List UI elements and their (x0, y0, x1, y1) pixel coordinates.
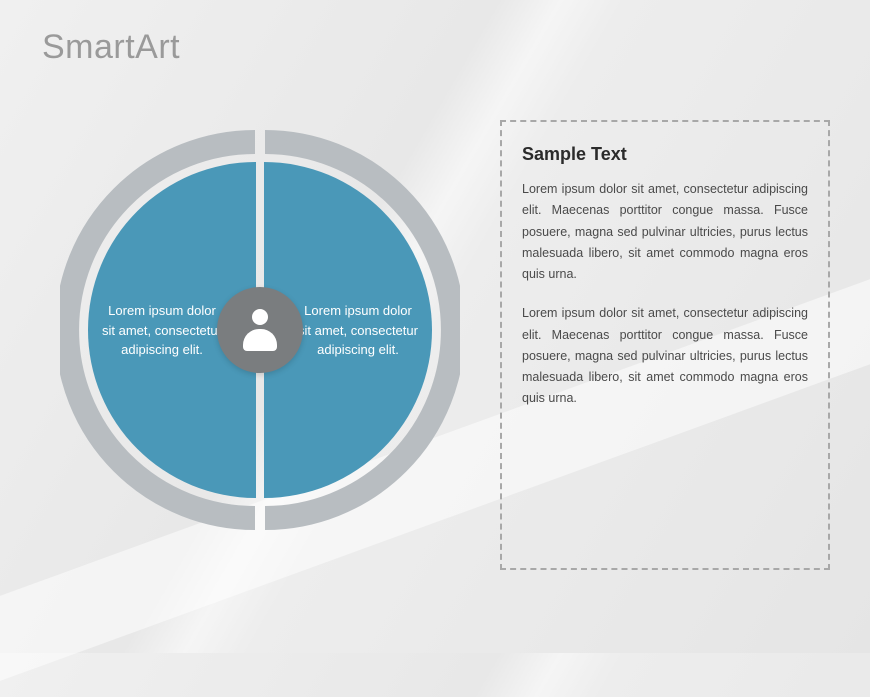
cycle-diagram: Lorem ipsum dolor sit amet, consectetur … (60, 130, 460, 530)
textbox-heading: Sample Text (522, 144, 808, 165)
center-circle (217, 287, 303, 373)
person-icon (241, 309, 279, 351)
page-title: SmartArt (42, 28, 180, 67)
sample-textbox: Sample Text Lorem ipsum dolor sit amet, … (500, 120, 830, 570)
person-icon-body (243, 329, 277, 351)
textbox-para-2: Lorem ipsum dolor sit amet, consectetur … (522, 303, 808, 409)
textbox-para-1: Lorem ipsum dolor sit amet, consectetur … (522, 179, 808, 285)
segment-left-text: Lorem ipsum dolor sit amet, consectetur … (102, 301, 222, 360)
person-icon-head (252, 309, 268, 325)
segment-right-text: Lorem ipsum dolor sit amet, consectetur … (298, 301, 418, 360)
